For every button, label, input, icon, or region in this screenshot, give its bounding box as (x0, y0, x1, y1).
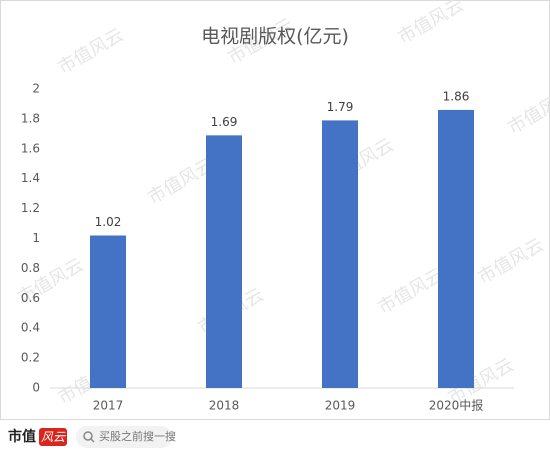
search-icon-handle (90, 438, 95, 443)
y-tick-label: 0.8 (21, 261, 40, 275)
bar (206, 135, 242, 388)
x-tick-label: 2017 (93, 399, 124, 413)
search-icon (83, 431, 93, 441)
value-label: 1.79 (327, 100, 354, 114)
y-tick-label: 2 (32, 82, 40, 96)
x-tick-label: 2020中报 (429, 398, 484, 413)
y-tick-label: 0 (32, 381, 40, 395)
y-tick-label: 0.2 (21, 351, 40, 365)
bar (322, 120, 358, 389)
brand-badge (39, 428, 67, 446)
y-tick-label: 0.6 (21, 291, 40, 305)
brand-badge-text: 风云 (41, 430, 66, 444)
y-tick-label: 1.4 (21, 171, 40, 185)
x-tick-label: 2018 (209, 399, 240, 413)
search-placeholder: 买股之前搜一搜 (99, 429, 176, 443)
value-label: 1.86 (443, 89, 470, 103)
y-tick-label: 1.8 (21, 111, 40, 125)
y-tick-label: 1.2 (21, 201, 40, 215)
bar (438, 109, 474, 389)
brand: 市值 (8, 428, 36, 445)
plot: 0 0.2 0.4 0.6 0.8 1 1.2 1.4 1.6 1.8 2 2017 1.02 2018 1… (21, 82, 514, 413)
chart-title: 电视剧版权(亿元) (201, 26, 349, 48)
value-label: 1.69 (211, 115, 238, 129)
bar (90, 235, 126, 388)
y-tick-label: 1.6 (21, 141, 40, 155)
y-tick-label: 1 (32, 231, 40, 245)
value-label: 1.02 (95, 215, 122, 229)
y-tick-label: 0.4 (21, 321, 40, 335)
search-box[interactable] (76, 426, 172, 448)
x-tick-label: 2019 (325, 399, 356, 413)
